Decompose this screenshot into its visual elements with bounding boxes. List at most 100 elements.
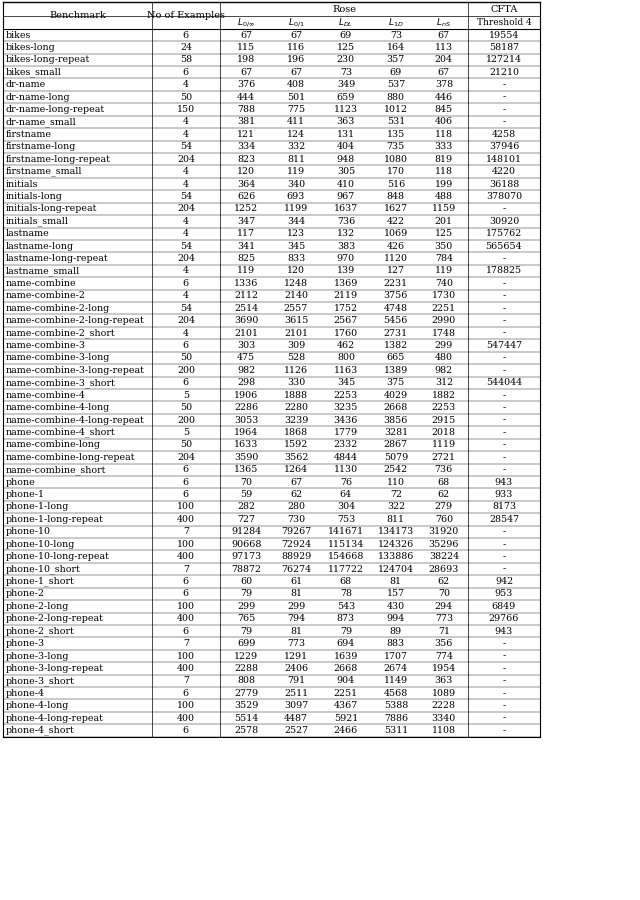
Text: 4: 4 [183,266,189,275]
Text: 7886: 7886 [384,714,408,723]
Text: 119: 119 [237,266,255,275]
Text: 2511: 2511 [284,688,308,698]
Text: 204: 204 [177,204,195,213]
Text: 62: 62 [438,577,450,586]
Text: phone-2-long-repeat: phone-2-long-repeat [6,614,104,623]
Text: 1868: 1868 [284,428,308,437]
Text: 4367: 4367 [334,701,358,710]
Text: 740: 740 [435,279,453,288]
Text: 1365: 1365 [234,465,259,474]
Text: 118: 118 [435,130,453,139]
Text: 89: 89 [390,626,402,635]
Text: 873: 873 [337,614,355,623]
Text: phone-3: phone-3 [6,639,45,648]
Text: 788: 788 [237,105,255,114]
Text: 340: 340 [287,180,305,189]
Text: 2406: 2406 [284,664,308,673]
Text: 4029: 4029 [384,391,408,400]
Text: 6: 6 [183,577,189,586]
Text: 294: 294 [435,602,453,611]
Text: 97173: 97173 [231,553,261,562]
Text: 4487: 4487 [284,714,308,723]
Text: 1120: 1120 [384,254,408,263]
Text: 547447: 547447 [486,341,522,350]
Text: 73: 73 [390,31,402,40]
Text: 79: 79 [240,590,252,598]
Text: name-combine_short: name-combine_short [6,465,106,474]
Text: 2286: 2286 [234,403,258,412]
Text: 312: 312 [435,378,453,387]
Text: 3856: 3856 [383,416,408,425]
Text: 444: 444 [237,93,255,102]
Text: 69: 69 [340,31,352,40]
Text: 381: 381 [237,118,255,127]
Text: 121: 121 [237,130,255,139]
Text: 2557: 2557 [284,304,308,313]
Text: 3756: 3756 [383,292,408,301]
Text: 344: 344 [287,217,305,226]
Text: -: - [502,527,506,536]
Text: 6: 6 [183,465,189,474]
Text: 54: 54 [180,142,192,151]
Text: 2228: 2228 [432,701,456,710]
Text: 67: 67 [290,31,302,40]
Text: 1888: 1888 [284,391,308,400]
Text: -: - [502,440,506,449]
Text: 406: 406 [435,118,453,127]
Text: lastname_small: lastname_small [6,266,80,275]
Text: 357: 357 [387,56,405,65]
Text: 2018: 2018 [432,428,456,437]
Text: 309: 309 [287,341,305,350]
Text: initials-long: initials-long [6,192,63,201]
Text: 383: 383 [337,242,355,251]
Text: 196: 196 [287,56,305,65]
Text: phone-2: phone-2 [6,590,45,598]
Text: 904: 904 [337,677,355,686]
Text: -: - [502,391,506,400]
Text: 6: 6 [183,31,189,40]
Text: 6: 6 [183,68,189,76]
Text: 665: 665 [387,354,405,363]
Text: 2288: 2288 [234,664,258,673]
Text: 350: 350 [435,242,453,251]
Text: 115: 115 [237,43,255,52]
Text: phone-2-long: phone-2-long [6,602,69,611]
Text: 50: 50 [180,403,192,412]
Text: 1964: 1964 [234,428,258,437]
Text: 8173: 8173 [492,502,516,511]
Text: phone-3-long-repeat: phone-3-long-repeat [6,664,104,673]
Text: 204: 204 [177,254,195,263]
Text: 699: 699 [237,639,255,648]
Text: 1336: 1336 [234,279,259,288]
Text: 5388: 5388 [384,701,408,710]
Text: 330: 330 [287,378,305,387]
Text: 115134: 115134 [328,540,364,549]
Text: 133886: 133886 [378,553,414,562]
Text: 76: 76 [340,478,352,487]
Text: 36188: 36188 [489,180,519,189]
Text: 410: 410 [337,180,355,189]
Text: 132: 132 [337,230,355,238]
Text: 3529: 3529 [234,701,259,710]
Text: 6: 6 [183,478,189,487]
Text: 2915: 2915 [432,416,456,425]
Text: 30920: 30920 [489,217,519,226]
Text: 67: 67 [438,31,450,40]
Text: 4: 4 [183,80,189,89]
Text: 2251: 2251 [334,688,358,698]
Text: 7: 7 [183,677,189,686]
Text: 2674: 2674 [384,664,408,673]
Text: 1389: 1389 [384,365,408,374]
Text: 67: 67 [290,68,302,76]
Text: dr-name: dr-name [6,80,46,89]
Text: 67: 67 [240,68,252,76]
Text: 73: 73 [340,68,352,76]
Text: 38224: 38224 [429,553,459,562]
Text: 1126: 1126 [284,365,308,374]
Text: -: - [502,701,506,710]
Text: 3340: 3340 [432,714,456,723]
Text: 2280: 2280 [284,403,308,412]
Text: 2779: 2779 [234,688,258,698]
Text: 100: 100 [177,602,195,611]
Text: 1639: 1639 [333,652,358,661]
